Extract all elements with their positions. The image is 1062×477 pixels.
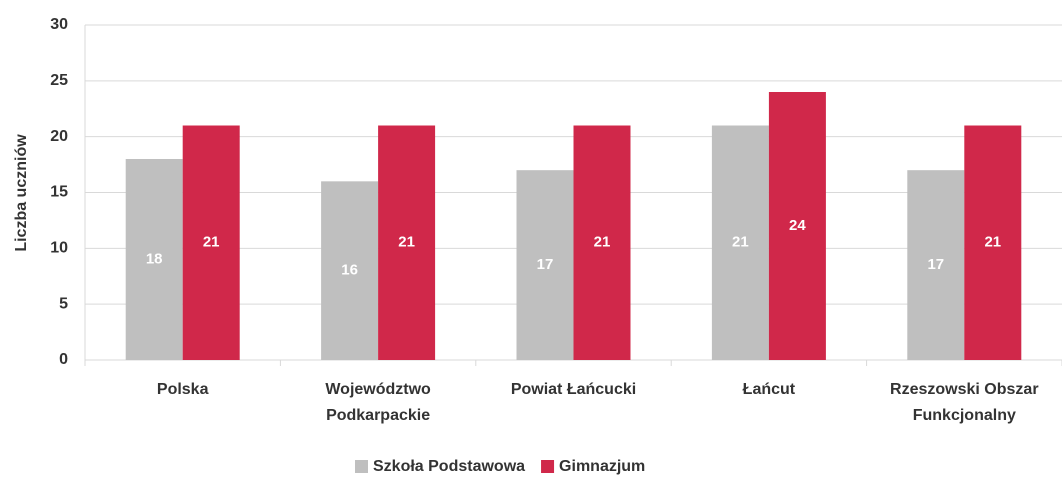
- bar: [768, 92, 826, 360]
- bar: [125, 159, 183, 360]
- y-axis-title: Liczba uczniów: [13, 134, 30, 252]
- value-label: 21: [594, 234, 611, 251]
- bar: [711, 125, 769, 360]
- x-tick-label: Rzeszowski Obszar Funkcjonalny: [890, 381, 1039, 424]
- y-tick-label: 20: [50, 128, 68, 145]
- bar: [907, 170, 965, 360]
- legend-label: Szkoła Podstawowa: [373, 458, 525, 475]
- x-tick-label: Powiat Łańcucki: [511, 381, 636, 398]
- y-tick-label: 5: [59, 295, 68, 312]
- label-line: Funkcjonalny: [913, 407, 1016, 424]
- bar: [573, 125, 631, 360]
- label-line: Polska: [157, 381, 209, 398]
- bar: [182, 125, 240, 360]
- legend-label: Gimnazjum: [559, 458, 645, 475]
- label-line: Rzeszowski Obszar: [890, 381, 1039, 398]
- value-label: 17: [537, 256, 554, 273]
- value-label: 21: [732, 234, 749, 251]
- bar: [321, 181, 379, 360]
- bar: [964, 125, 1022, 360]
- value-label: 21: [203, 234, 220, 251]
- value-label: 17: [927, 256, 944, 273]
- value-label: 24: [789, 217, 806, 234]
- y-tick-label: 30: [50, 16, 68, 33]
- value-label: 16: [341, 262, 358, 279]
- label-line: Województwo: [325, 381, 431, 398]
- y-tick-label: 10: [50, 240, 68, 257]
- value-label: 21: [984, 234, 1001, 251]
- y-tick-label: 0: [59, 351, 68, 368]
- legend-swatch: [355, 460, 368, 473]
- value-label: 18: [146, 250, 163, 267]
- legend-swatch: [541, 460, 555, 473]
- label-line: Podkarpackie: [326, 407, 430, 424]
- y-tick-label: 25: [50, 72, 68, 89]
- label-line: Łańcut: [743, 381, 796, 398]
- y-tick-label: 15: [50, 184, 68, 201]
- bar: [378, 125, 436, 360]
- x-tick-label: Łańcut: [743, 381, 796, 398]
- x-tick-label: Polska: [157, 381, 209, 398]
- bar: [516, 170, 574, 360]
- value-label: 21: [398, 234, 415, 251]
- x-tick-label: Województwo Podkarpackie: [325, 381, 431, 424]
- label-line: Powiat Łańcucki: [511, 381, 636, 398]
